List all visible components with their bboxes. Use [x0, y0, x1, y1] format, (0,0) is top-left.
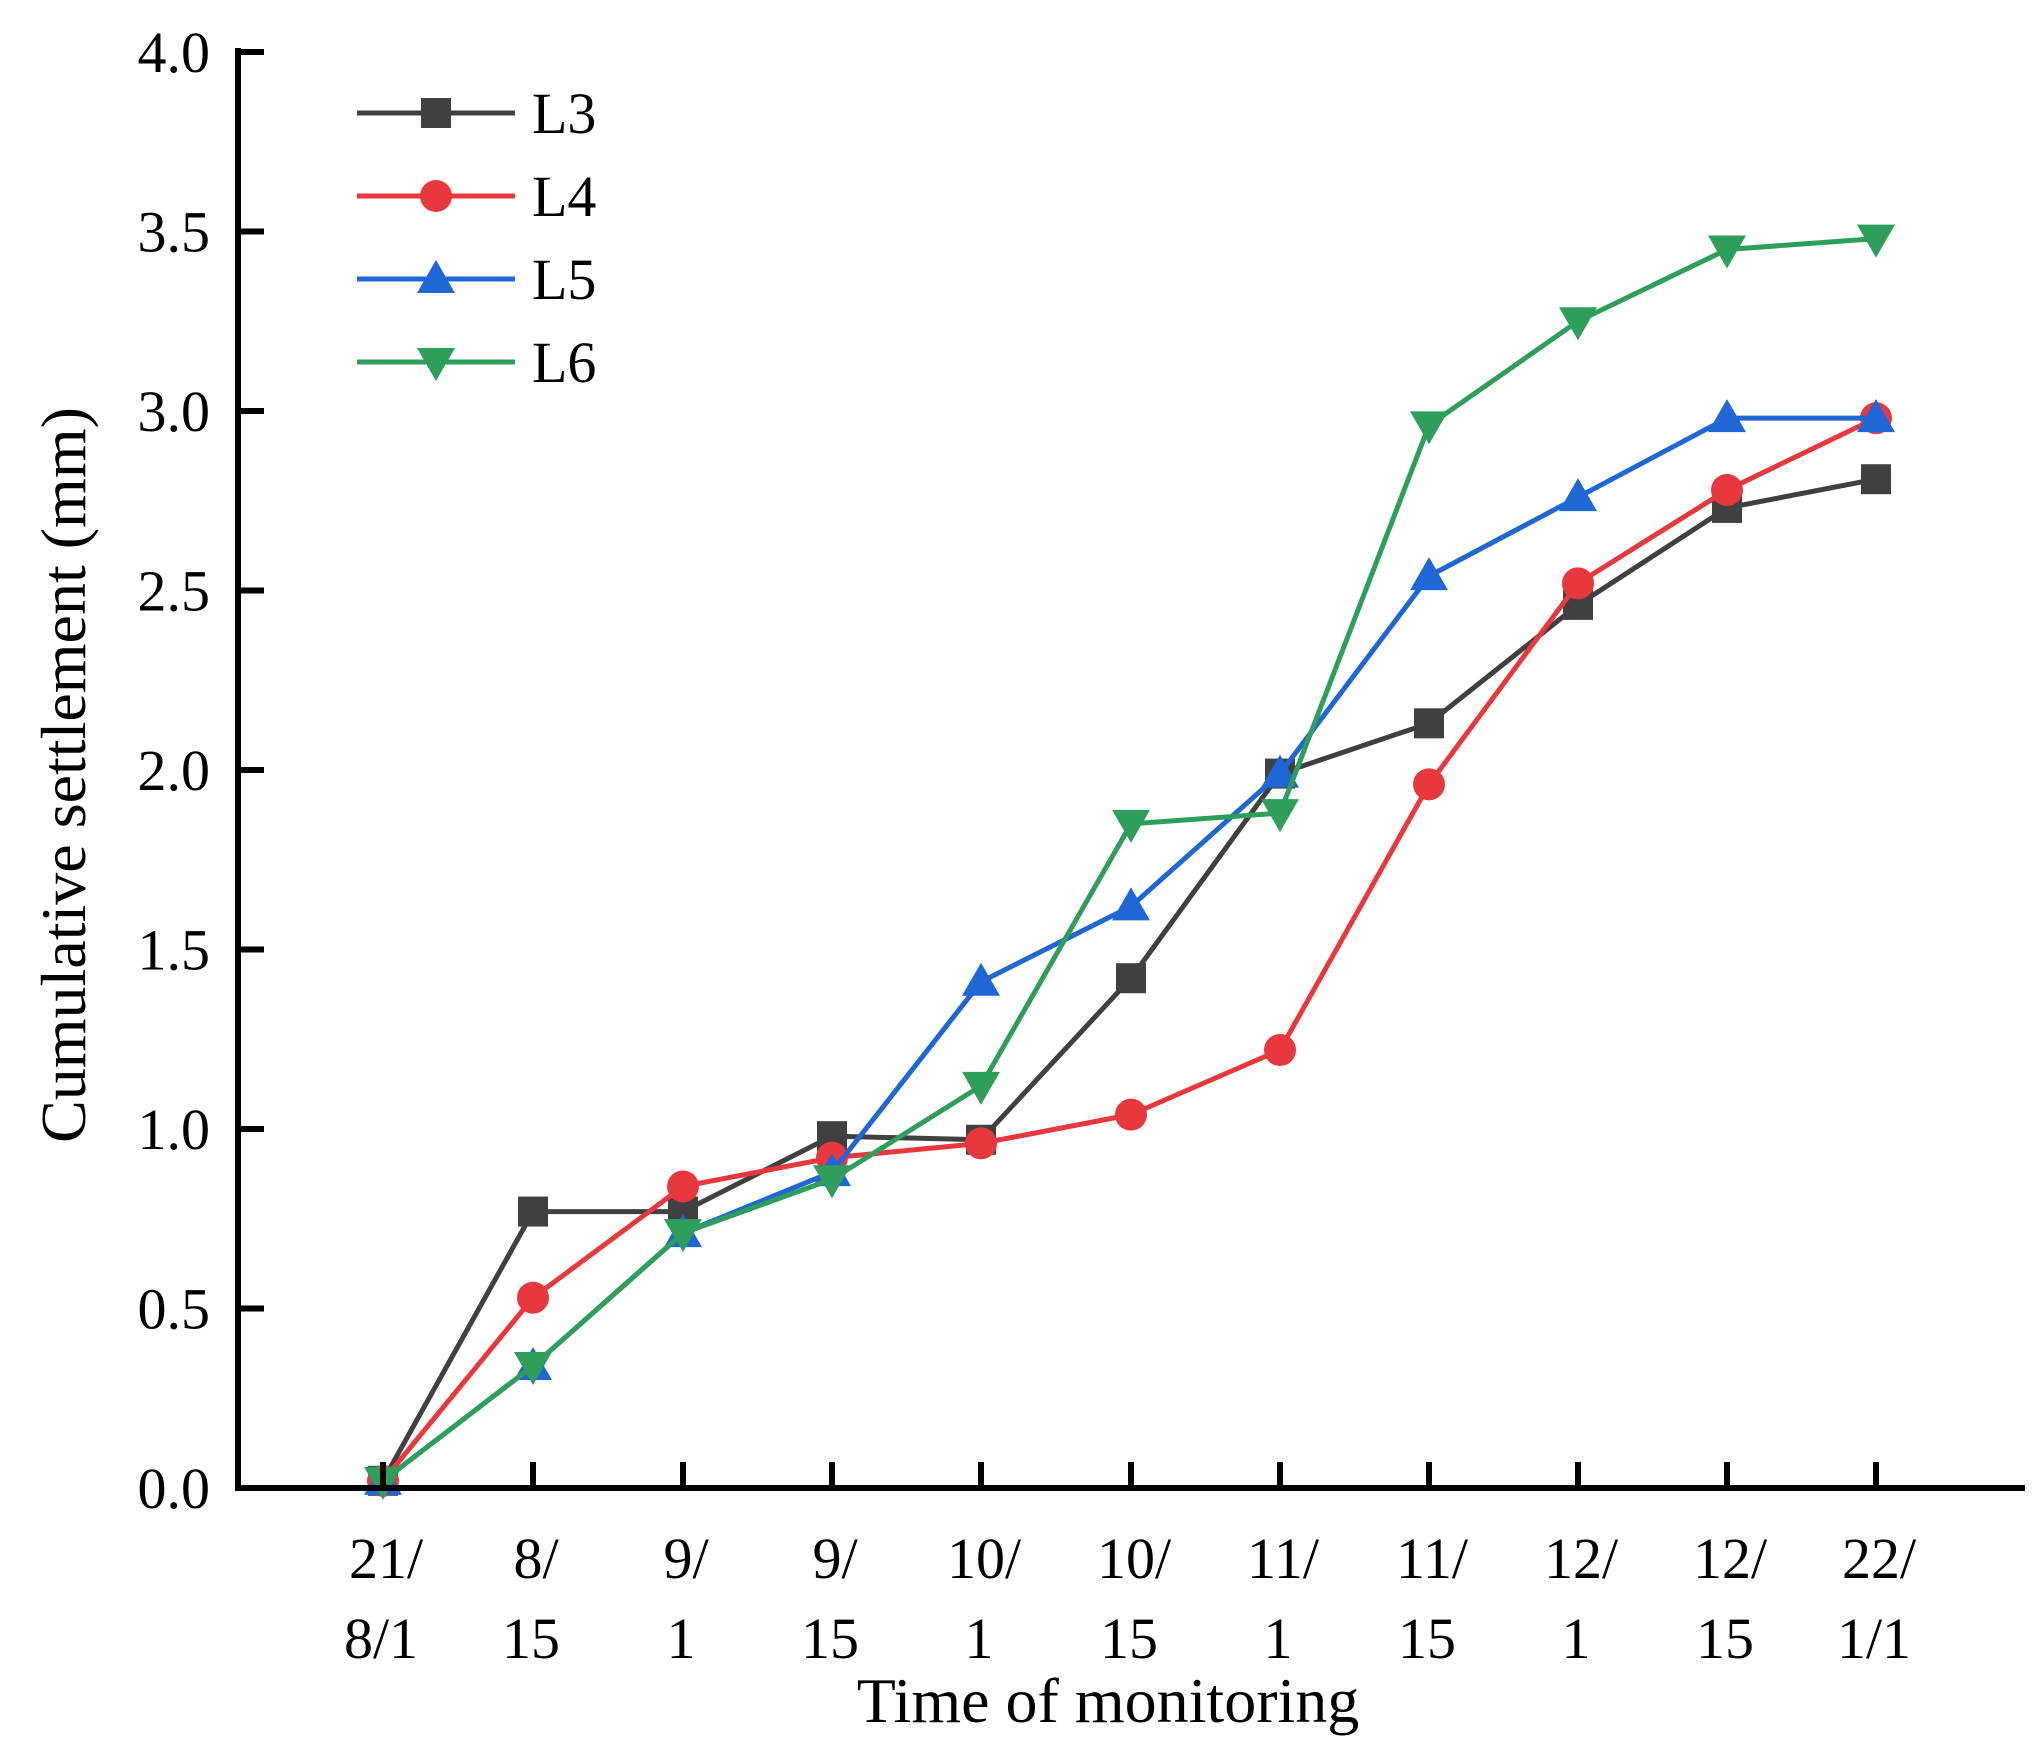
series-L4 — [367, 402, 1892, 1497]
data-point-L4-1 — [517, 1281, 549, 1314]
legend-label: L3 — [532, 81, 596, 146]
data-point-L3-10 — [1861, 464, 1891, 495]
legend-marker-L4 — [420, 180, 452, 212]
y-tick-label: 0.5 — [138, 1277, 211, 1342]
x-tick-label-line2: 15 — [1100, 1606, 1158, 1671]
x-tick-label-line2: 8/1 — [344, 1606, 418, 1671]
y-tick-label: 3.0 — [138, 379, 211, 444]
legend-marker-L3 — [421, 98, 451, 128]
y-tick-label: 3.5 — [138, 200, 211, 265]
data-point-L4-6 — [1264, 1034, 1296, 1067]
x-tick-label-line2: 1 — [965, 1606, 994, 1671]
series-L6 — [364, 224, 1895, 1500]
data-point-L6-7 — [1410, 411, 1448, 445]
series-L5 — [364, 399, 1895, 1495]
series-layer — [364, 224, 1895, 1500]
data-point-L5-5 — [1112, 887, 1150, 921]
data-point-L4-8 — [1562, 567, 1594, 600]
legend-item-L5: L5 — [357, 247, 596, 312]
legend: L3 L4 L5 L6 — [357, 81, 596, 395]
legend-label: L6 — [532, 330, 596, 395]
y-tick-label: 0.0 — [138, 1456, 211, 1521]
data-point-L6-4 — [962, 1071, 1000, 1105]
data-point-L5-8 — [1559, 478, 1597, 512]
series-line-L6 — [381, 236, 1877, 1483]
data-point-L4-9 — [1711, 473, 1743, 506]
data-point-L6-10 — [1857, 224, 1895, 258]
x-tick-label-line1: 10/ — [1097, 1526, 1172, 1591]
data-point-L4-7 — [1413, 768, 1445, 801]
y-tick-label: 2.0 — [138, 738, 211, 803]
axes: 0.0 0.5 1.0 1.5 2.0 2.5 3.0 3.5 4.0 21/8/1 8/15 9/1… — [138, 20, 2025, 1671]
series-L3 — [368, 464, 1891, 1496]
data-point-L5-6 — [1261, 754, 1299, 788]
data-point-L3-7 — [1414, 708, 1444, 739]
y-tick-label: 2.5 — [138, 559, 211, 624]
x-tick-label-line1: 21/ — [349, 1526, 424, 1591]
series-line-L5 — [381, 415, 1876, 1483]
series-line-L4 — [381, 415, 1878, 1483]
y-axis-title: Cumulative settlement (mm) — [28, 407, 99, 1143]
x-tick-label-line1: 22/ — [1842, 1526, 1917, 1591]
x-tick-label-line1: 9/ — [812, 1526, 858, 1591]
x-tick-label-line1: 10/ — [947, 1526, 1022, 1591]
data-point-L6-8 — [1559, 307, 1597, 341]
data-point-L6-3 — [813, 1165, 851, 1199]
y-tick-label: 4.0 — [138, 20, 211, 85]
legend-label: L5 — [532, 247, 596, 312]
x-tick-label-line1: 11/ — [1247, 1526, 1320, 1591]
data-point-L6-9 — [1708, 235, 1746, 269]
x-tick-label-line2: 15 — [1696, 1606, 1754, 1671]
x-tick-label-line2: 15 — [801, 1606, 859, 1671]
x-tick-label-line2: 1/1 — [1837, 1606, 1911, 1671]
legend-marker-L6 — [417, 348, 455, 381]
data-point-L5-9 — [1708, 399, 1746, 433]
data-point-L4-5 — [1115, 1098, 1147, 1131]
legend-item-L6: L6 — [357, 330, 596, 395]
legend-item-L3: L3 — [357, 81, 596, 146]
data-point-L6-5 — [1112, 809, 1150, 843]
x-tick-label-line2: 15 — [1398, 1606, 1456, 1671]
x-tick-label-line2: 15 — [502, 1606, 560, 1671]
data-point-L4-2 — [667, 1170, 699, 1203]
x-tick-label-line1: 9/ — [663, 1526, 709, 1591]
data-point-L6-2 — [664, 1219, 702, 1253]
x-axis-title: Time of monitoring — [857, 1665, 1360, 1736]
x-tick-label-line1: 12/ — [1544, 1526, 1619, 1591]
y-tick-label: 1.0 — [138, 1097, 211, 1162]
data-point-L6-6 — [1261, 799, 1299, 833]
x-tick-label-line1: 8/ — [513, 1526, 559, 1591]
x-tick-label-line2: 1 — [667, 1606, 696, 1671]
data-point-L3-5 — [1116, 963, 1146, 994]
x-tick-label-line1: 11/ — [1396, 1526, 1469, 1591]
legend-marker-L5 — [417, 260, 455, 293]
data-point-L5-4 — [962, 962, 1000, 996]
data-point-L5-10 — [1857, 399, 1895, 433]
x-tick-label-line2: 1 — [1562, 1606, 1591, 1671]
data-point-L4-4 — [965, 1127, 997, 1160]
data-point-L5-7 — [1410, 557, 1448, 591]
x-tick-label-line2: 1 — [1264, 1606, 1293, 1671]
data-point-L6-1 — [514, 1351, 552, 1385]
legend-item-L4: L4 — [357, 164, 596, 229]
data-point-L3-1 — [518, 1196, 548, 1227]
y-tick-label: 1.5 — [138, 918, 211, 983]
x-tick-label-line1: 12/ — [1693, 1526, 1768, 1591]
legend-label: L4 — [532, 164, 596, 229]
